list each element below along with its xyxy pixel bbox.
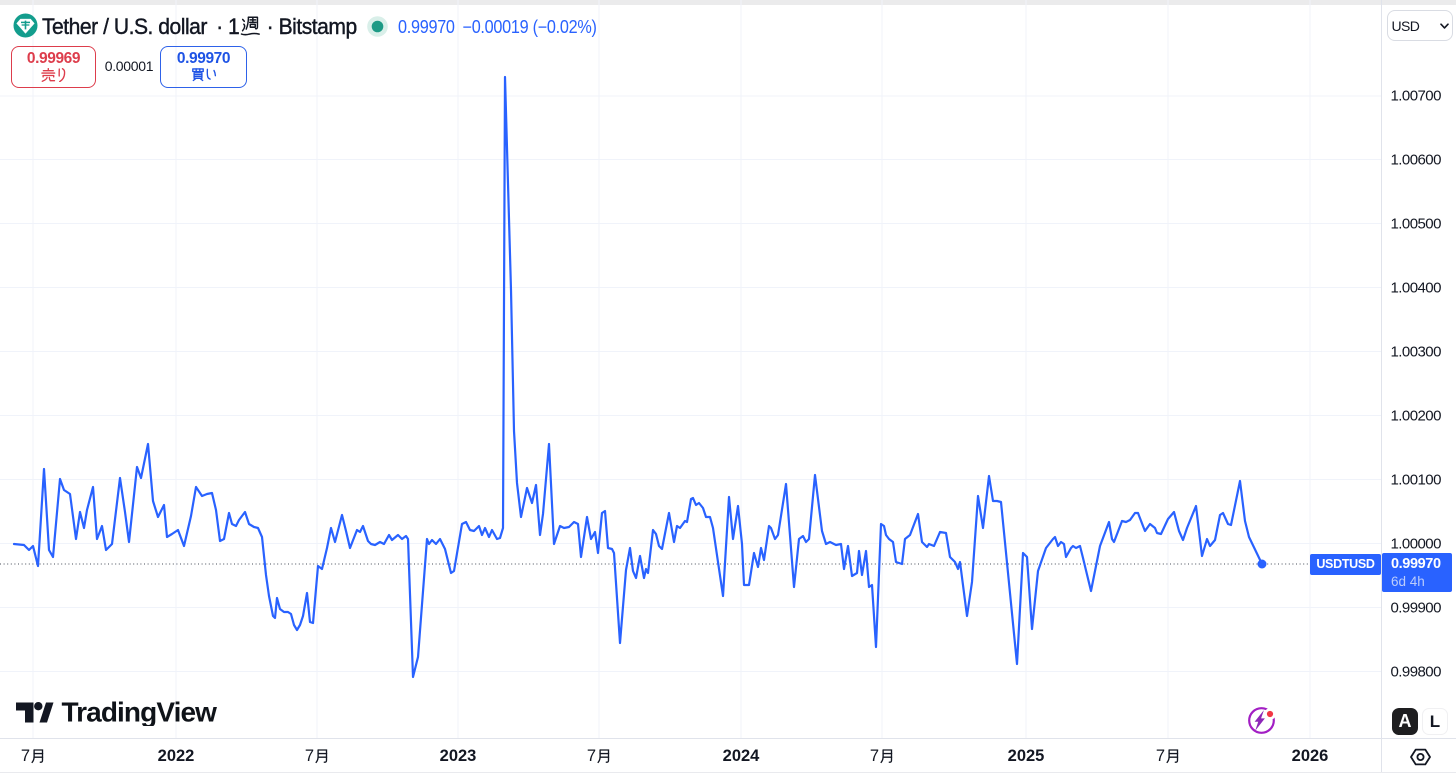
svg-text:TradingView: TradingView [62,700,218,726]
